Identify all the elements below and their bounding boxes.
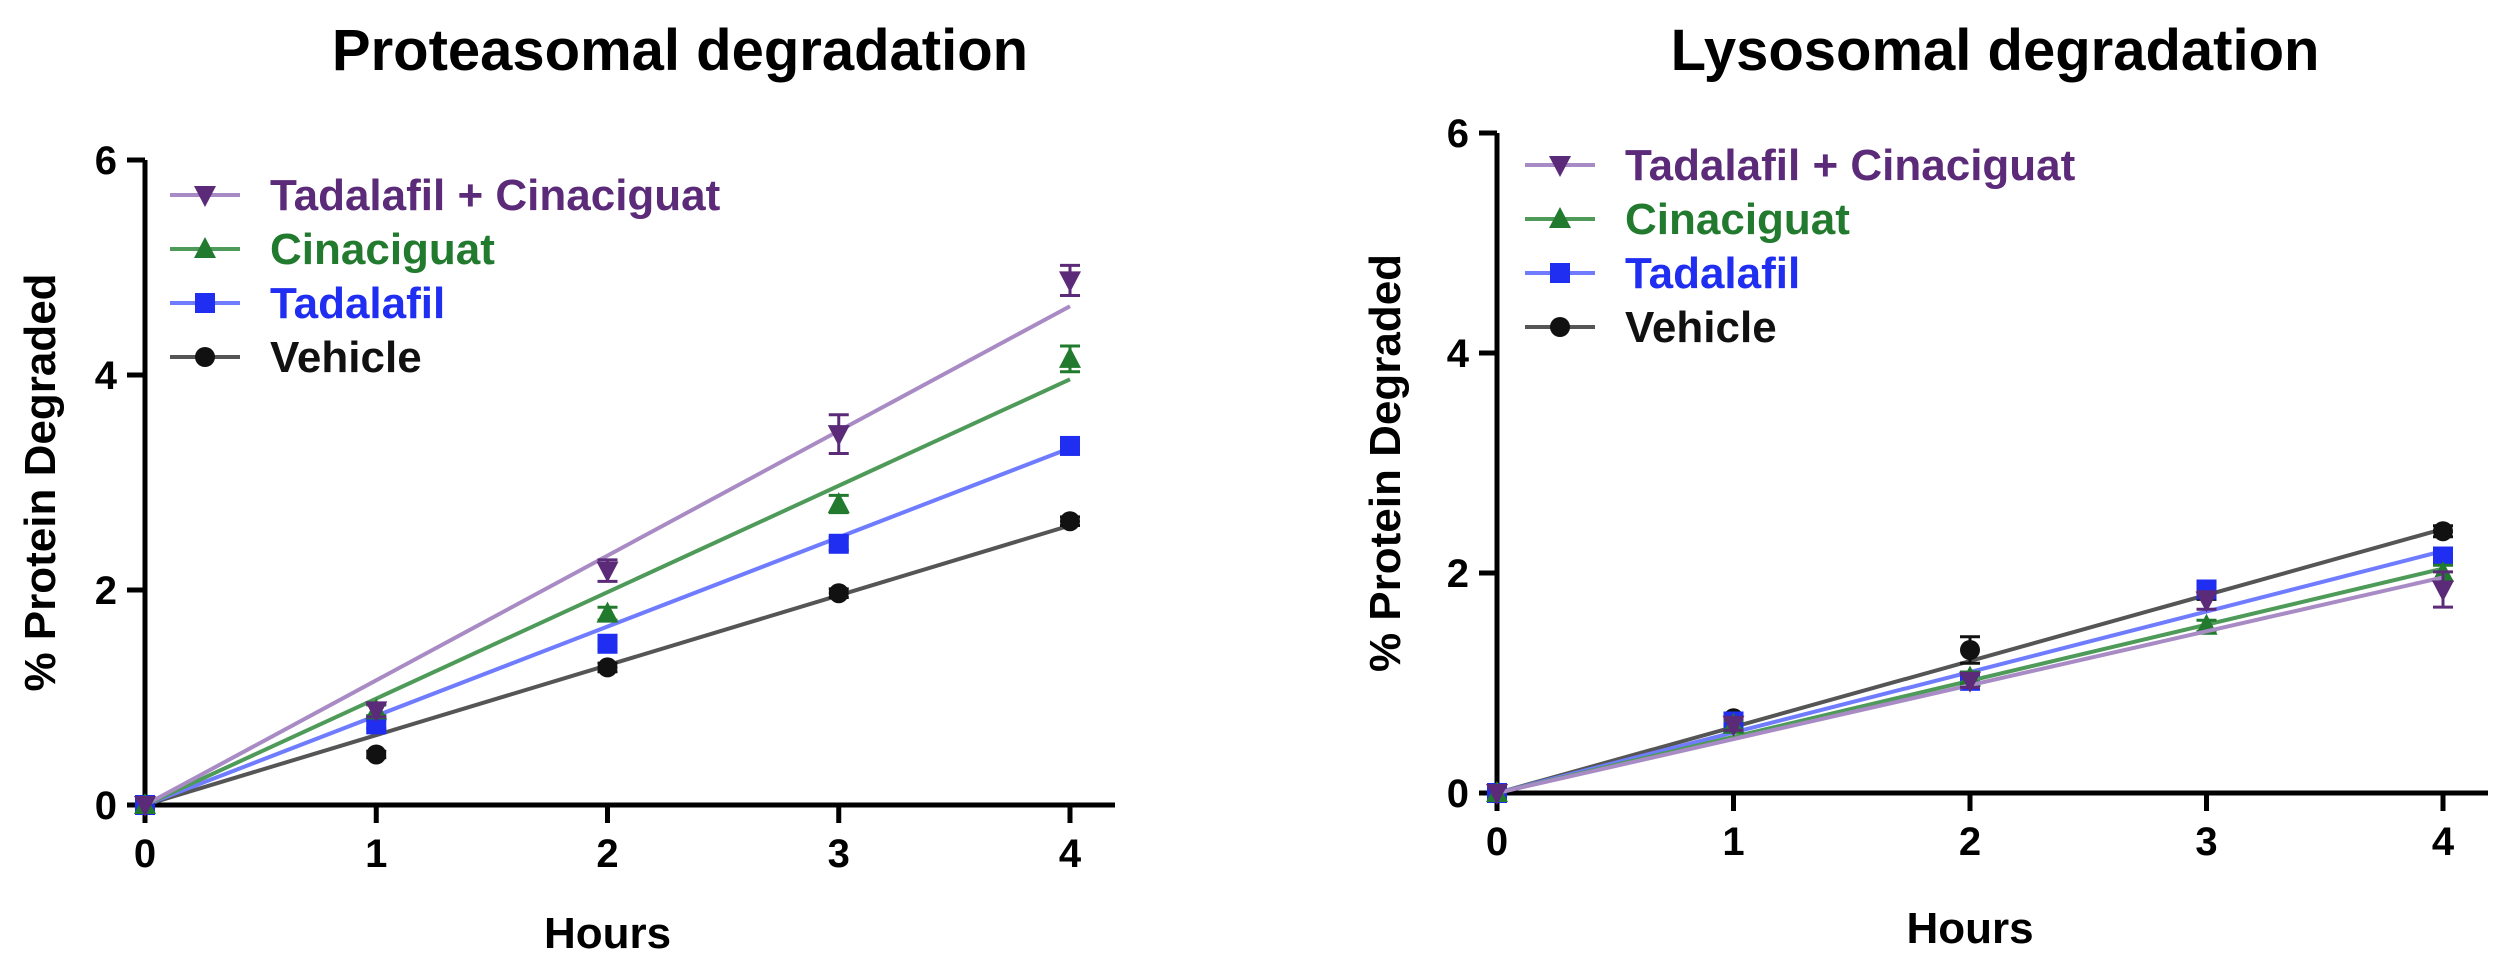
- legend-marker: [1550, 317, 1570, 337]
- x-tick-label: 3: [2195, 820, 2217, 864]
- data-point: [1059, 271, 1081, 293]
- legend-marker: [194, 237, 216, 258]
- legend-label: Cinaciguat: [1625, 195, 1850, 244]
- data-point: [1722, 715, 1745, 737]
- legend-marker: [1549, 207, 1571, 228]
- chart-title: Lysosomal degradation: [1671, 18, 2320, 83]
- data-point: [827, 425, 850, 447]
- series-tadalafil: [135, 435, 1080, 815]
- legend-item-tadalafil: Tadalafil: [1525, 249, 1800, 298]
- legend-label: Tadalafil + Cinaciguat: [1625, 141, 2076, 190]
- y-tick-label: 0: [95, 784, 117, 828]
- legend-marker: [195, 293, 215, 313]
- data-point: [1060, 511, 1080, 532]
- data-point: [1060, 435, 1080, 456]
- legend-label: Cinaciguat: [270, 225, 495, 274]
- y-axis-label: % Protein Degraded: [1361, 254, 1410, 672]
- legend-item-cinaciguat: Cinaciguat: [170, 225, 495, 274]
- y-tick-label: 4: [95, 354, 118, 398]
- series-tadalafil-cinaciguat: [134, 263, 1081, 817]
- data-point: [1486, 784, 1508, 805]
- legend-marker: [194, 186, 216, 207]
- data-point: [597, 657, 618, 678]
- x-tick-label: 3: [828, 832, 850, 876]
- data-point: [1059, 346, 1081, 368]
- legend-item-cinaciguat: Cinaciguat: [1525, 195, 1850, 244]
- series-tadalafil-cinaciguat: [1486, 570, 2454, 805]
- data-point: [596, 561, 619, 583]
- x-axis-label: Hours: [544, 909, 671, 958]
- y-tick-label: 2: [95, 569, 117, 613]
- data-point: [2432, 580, 2454, 602]
- y-tick-label: 6: [95, 139, 117, 183]
- legend-item-vehicle: Vehicle: [170, 333, 422, 382]
- legend-item-tadalafil-cinaciguat: Tadalafil + Cinaciguat: [170, 171, 721, 220]
- legend-marker: [1549, 156, 1571, 177]
- y-tick-label: 2: [1447, 552, 1469, 596]
- x-tick-label: 0: [1486, 820, 1508, 864]
- data-point: [596, 601, 619, 623]
- legend-label: Vehicle: [1625, 303, 1777, 352]
- chart-lysosomal: Lysosomal degradation 0 1 2 3 4 0 2 4 6 Hours % Pro…: [1361, 18, 2488, 953]
- data-point: [1960, 640, 1980, 660]
- y-axis-label: % Protein Degraded: [16, 273, 65, 691]
- data-point: [365, 701, 388, 723]
- x-tick-label: 4: [2432, 820, 2455, 864]
- data-point: [134, 796, 156, 817]
- fit-line: [144, 304, 1071, 807]
- legend-item-vehicle: Vehicle: [1525, 303, 1777, 352]
- legend: Tadalafil + Cinaciguat Cinaciguat Tadalafi…: [1525, 141, 2076, 352]
- data-point: [827, 492, 850, 513]
- x-tick-label: 4: [1059, 832, 1082, 876]
- data-point: [828, 533, 849, 554]
- y-tick-label: 0: [1447, 772, 1469, 816]
- legend-label: Tadalafil: [1625, 249, 1800, 298]
- data-point: [2433, 521, 2453, 542]
- x-tick-label: 0: [134, 832, 156, 876]
- legend-item-tadalafil-cinaciguat: Tadalafil + Cinaciguat: [1525, 141, 2076, 190]
- legend-label: Vehicle: [270, 333, 422, 382]
- data-point: [2195, 591, 2218, 613]
- chart-title: Proteasomal degradation: [332, 18, 1028, 83]
- data-point: [366, 744, 387, 765]
- legend-marker: [195, 347, 215, 367]
- data-point: [1959, 671, 1981, 693]
- legend-item-tadalafil: Tadalafil: [170, 279, 445, 328]
- x-tick-label: 1: [1722, 820, 1744, 864]
- x-tick-label: 2: [1959, 820, 1981, 864]
- legend-label: Tadalafil + Cinaciguat: [270, 171, 721, 220]
- data-point: [2433, 546, 2453, 567]
- y-tick-label: 6: [1447, 112, 1469, 156]
- x-tick-label: 1: [365, 832, 387, 876]
- fit-line: [144, 446, 1071, 807]
- chart-proteasomal: Proteasomal degradation 0 1 2 3 4 0 2 4 6 Hours % P…: [16, 18, 1115, 958]
- legend-label: Tadalafil: [270, 279, 445, 328]
- data-point: [597, 633, 618, 654]
- x-axis-label: Hours: [1906, 904, 2033, 953]
- fit-line: [144, 377, 1071, 807]
- x-tick-label: 2: [596, 832, 618, 876]
- legend: Tadalafil + Cinaciguat Cinaciguat Tadalafi…: [170, 171, 721, 382]
- legend-marker: [1550, 263, 1570, 283]
- y-tick-label: 4: [1447, 332, 1470, 376]
- data-point: [828, 583, 849, 604]
